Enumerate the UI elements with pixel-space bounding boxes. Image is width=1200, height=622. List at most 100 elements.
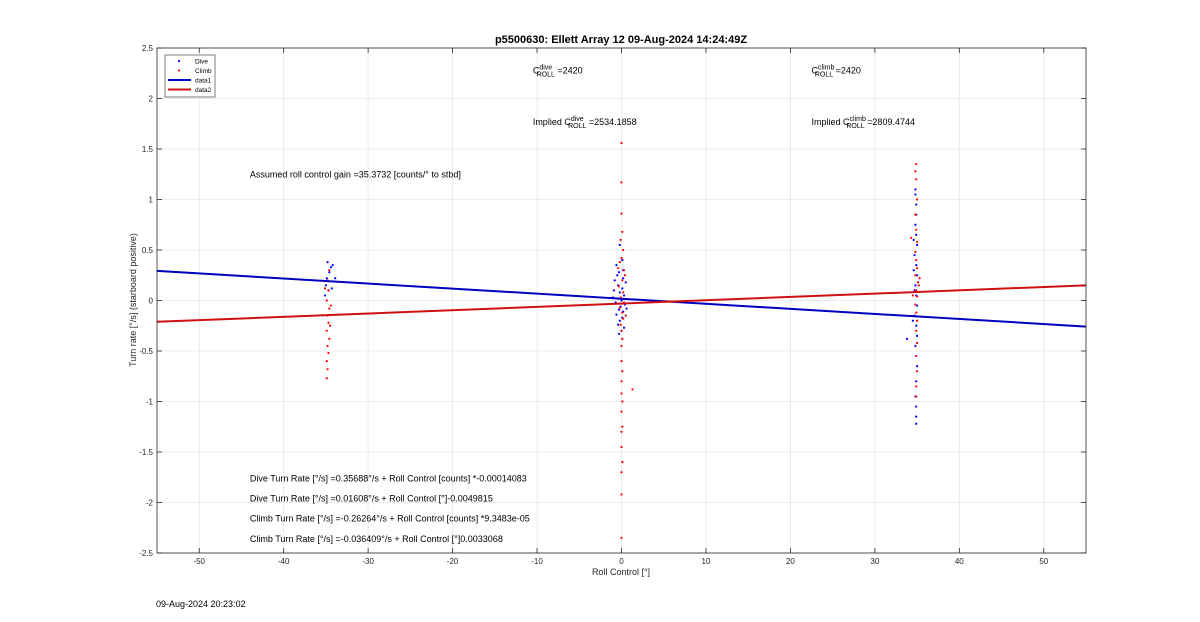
climb-point bbox=[916, 281, 920, 284]
y-tick-label: 2.5 bbox=[142, 44, 154, 53]
x-tick-label: -50 bbox=[193, 557, 205, 566]
annotation-text: Cclimb ROLL =2420 bbox=[812, 64, 861, 78]
annotation-text: Implied Cclimb ROLL =2809.4744 bbox=[812, 116, 915, 130]
climb-point bbox=[622, 248, 625, 252]
x-axis-label: Roll Control [°] bbox=[592, 567, 650, 577]
dive-point bbox=[915, 380, 918, 383]
dive-point bbox=[325, 277, 328, 280]
climb-point bbox=[915, 240, 919, 244]
legend-label: Dive bbox=[195, 58, 208, 65]
y-tick-label: -1.5 bbox=[139, 448, 153, 457]
legend: Dive Climb data1 data2 bbox=[164, 54, 216, 98]
climb-point bbox=[915, 319, 919, 322]
dive-point bbox=[911, 319, 914, 322]
climb-point bbox=[915, 341, 919, 345]
y-tick-label: -2.5 bbox=[139, 549, 153, 558]
dive-point bbox=[326, 261, 329, 264]
legend-marker-climb bbox=[177, 69, 181, 72]
climb-point bbox=[619, 238, 622, 241]
legend-label: Climb bbox=[195, 68, 212, 75]
climb-point bbox=[910, 236, 913, 239]
dive-point bbox=[331, 264, 334, 267]
dive-point bbox=[914, 344, 917, 348]
climb-point bbox=[915, 395, 918, 398]
climb-point bbox=[621, 425, 624, 428]
climb-point bbox=[620, 360, 623, 363]
series-climb bbox=[323, 141, 921, 539]
climb-point bbox=[620, 344, 623, 348]
dive-point bbox=[620, 299, 623, 302]
climb-point bbox=[915, 198, 919, 201]
climb-point bbox=[325, 377, 328, 380]
y-tick-label: -0.5 bbox=[139, 347, 153, 356]
climb-point bbox=[915, 289, 918, 292]
climb-point bbox=[325, 329, 328, 332]
x-tick-label: -10 bbox=[531, 557, 543, 566]
dive-point bbox=[914, 188, 917, 191]
dive-point bbox=[323, 294, 327, 297]
climb-point bbox=[325, 360, 328, 363]
series-data2-line bbox=[156, 284, 1087, 323]
climb-point bbox=[915, 354, 918, 358]
climb-point bbox=[621, 337, 624, 340]
climb-point bbox=[620, 471, 623, 474]
climb-point bbox=[328, 269, 331, 272]
climb-point bbox=[915, 259, 918, 262]
dive-point bbox=[617, 308, 621, 311]
dive-point bbox=[915, 243, 919, 247]
series-layer bbox=[156, 141, 1087, 539]
climb-point bbox=[620, 536, 623, 539]
climb-point bbox=[323, 287, 327, 290]
dive-point bbox=[915, 415, 918, 418]
dive-point bbox=[617, 323, 620, 326]
dive-point bbox=[618, 291, 621, 294]
climb-point bbox=[617, 285, 621, 288]
climb-point bbox=[620, 445, 623, 449]
y-tick-label: 1 bbox=[149, 196, 154, 205]
climb-point bbox=[620, 430, 623, 433]
climb-point bbox=[620, 212, 623, 215]
climb-point bbox=[918, 277, 921, 280]
climb-point bbox=[621, 230, 624, 233]
y-tick-label: 0.5 bbox=[142, 246, 154, 255]
dive-point bbox=[622, 326, 626, 329]
climb-point bbox=[914, 170, 917, 173]
x-tick-label: 20 bbox=[786, 557, 795, 566]
annotation-text: Implied Cdive ROLL =2534.1858 bbox=[533, 116, 637, 130]
climb-point bbox=[327, 321, 330, 324]
dive-point bbox=[329, 266, 333, 269]
climb-point bbox=[917, 284, 920, 287]
climb-point bbox=[623, 274, 626, 277]
climb-point bbox=[620, 410, 623, 413]
annotations: Cdive ROLL =2420 Cclimb ROLL =2420 Implied C… bbox=[250, 64, 915, 544]
dive-point bbox=[905, 337, 909, 340]
x-tick-label: 40 bbox=[955, 557, 964, 566]
dive-point bbox=[914, 223, 917, 226]
climb-point bbox=[914, 250, 917, 254]
dive-point bbox=[915, 264, 918, 267]
annotation-text: Cdive ROLL =2420 bbox=[533, 64, 583, 78]
dive-point bbox=[913, 253, 916, 257]
dive-point bbox=[912, 269, 915, 272]
x-tick-label: 30 bbox=[870, 557, 879, 566]
climb-point bbox=[914, 303, 917, 306]
x-tick-label: -40 bbox=[278, 557, 290, 566]
dive-point bbox=[334, 277, 337, 280]
dive-point bbox=[915, 233, 918, 236]
climb-point bbox=[621, 279, 624, 282]
dive-point bbox=[612, 289, 615, 292]
climb-point bbox=[914, 274, 917, 277]
climb-point bbox=[328, 337, 331, 340]
climb-point bbox=[631, 388, 634, 391]
dive-point bbox=[912, 238, 915, 241]
dive-point bbox=[915, 405, 918, 408]
climb-point bbox=[621, 311, 624, 314]
dive-point bbox=[915, 274, 919, 277]
annotation-text: Dive Turn Rate [°/s] =0.35688°/s + Roll … bbox=[250, 473, 527, 483]
y-tick-label: 0 bbox=[149, 297, 154, 306]
climb-point bbox=[325, 299, 328, 302]
climb-point bbox=[915, 267, 919, 270]
climb-point bbox=[915, 370, 919, 373]
dive-point bbox=[621, 287, 624, 290]
